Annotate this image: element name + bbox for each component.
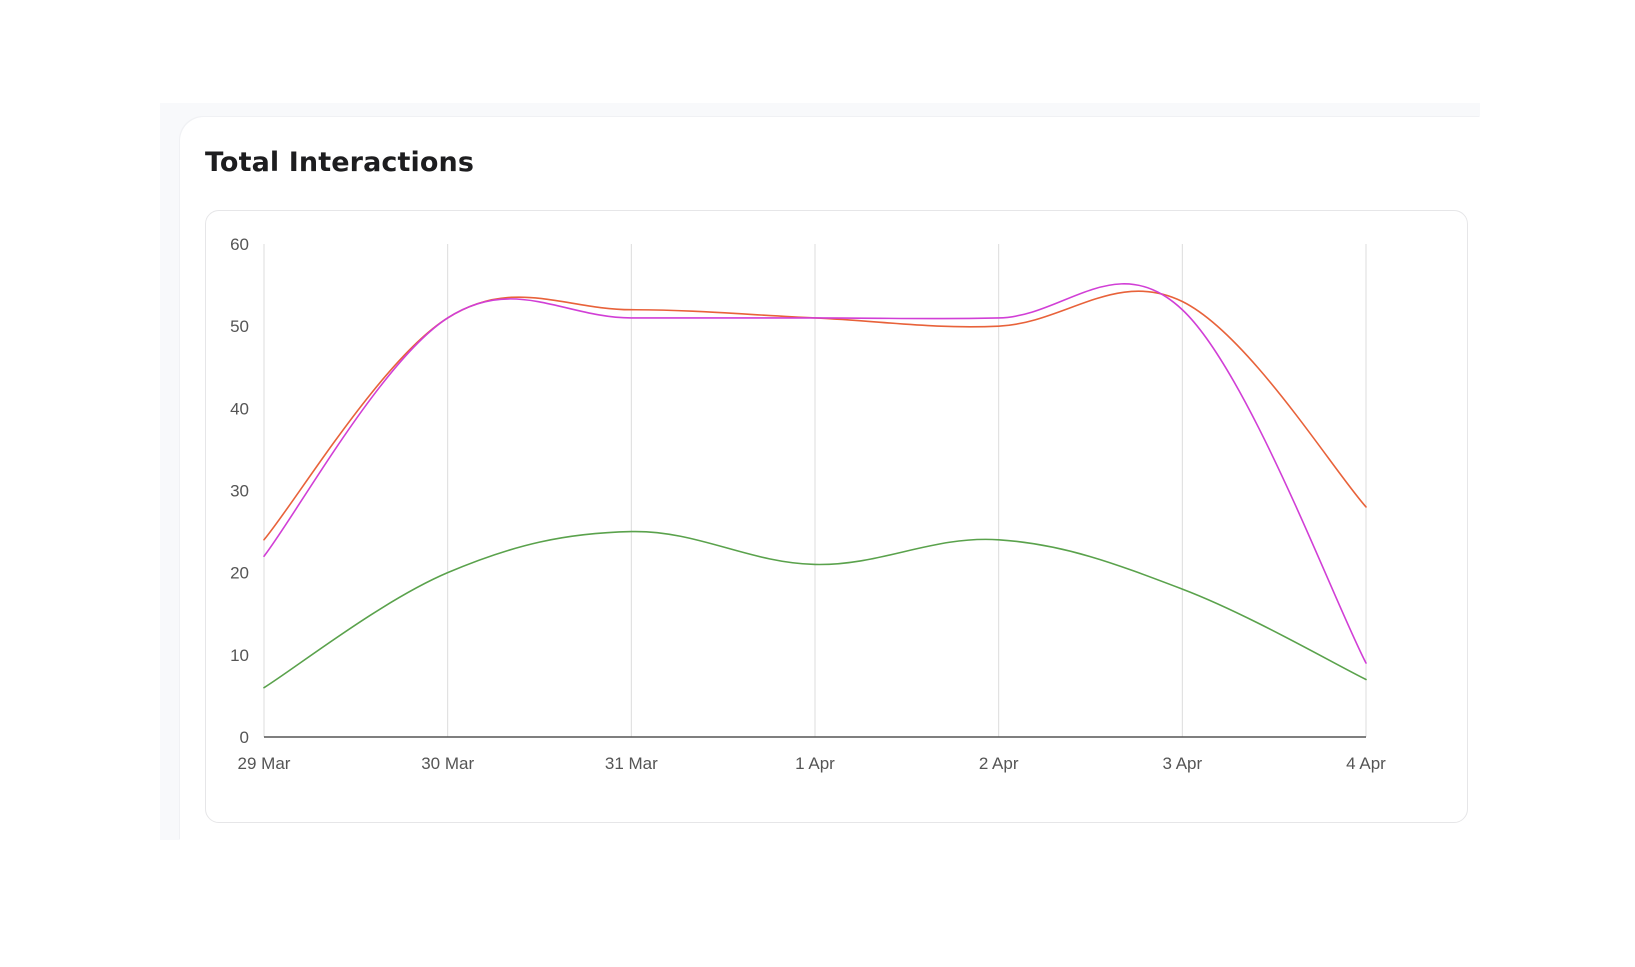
chart-panel: 0 10 20 30 40 50 60 29 Mar 30 Mar 31 Mar 1 Apr 2 Ap… [205,210,1468,823]
card-title: Total Interactions [205,147,474,178]
x-tick-label: 31 Mar [605,754,658,773]
label-layer: 0 10 20 30 40 50 60 29 Mar 30 Mar 31 Mar 1 Apr 2 Ap… [230,235,1386,773]
x-tick-label: 29 Mar [238,754,291,773]
y-tick-label: 0 [240,728,249,747]
grid-layer [263,244,1367,737]
series-line-2 [263,283,1367,664]
y-tick-label: 40 [230,399,249,418]
x-tick-label: 3 Apr [1162,754,1202,773]
y-tick-label: 50 [230,317,249,336]
y-tick-label: 20 [230,564,249,583]
y-tick-label: 60 [230,235,249,254]
line-chart: 0 10 20 30 40 50 60 29 Mar 30 Mar 31 Mar 1 Apr 2 Ap… [230,235,1386,773]
x-tick-label: 30 Mar [421,754,474,773]
x-tick-label: 2 Apr [979,754,1019,773]
series-layer [263,283,1367,689]
x-tick-label: 1 Apr [795,754,835,773]
y-tick-label: 30 [230,482,249,501]
total-interactions-card: Total Interactions 0 10 20 30 40 50 60 29 Mar 30… [180,117,1480,840]
y-tick-label: 10 [230,646,249,665]
x-tick-label: 4 Apr [1346,754,1386,773]
